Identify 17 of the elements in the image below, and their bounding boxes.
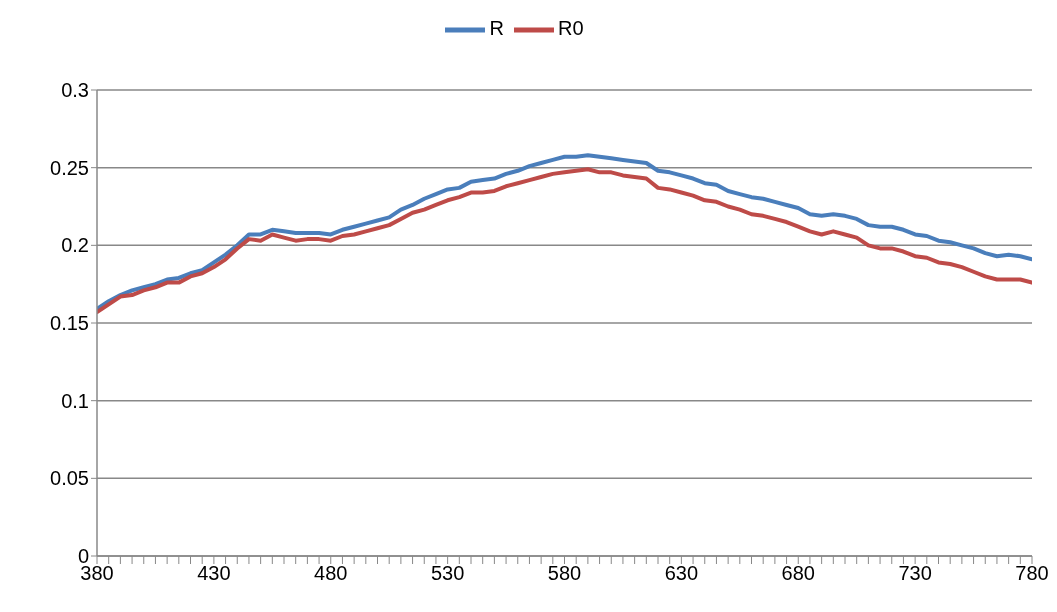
y-tick-label: 0.3 [61, 79, 89, 102]
x-tick-label: 780 [1015, 562, 1049, 585]
y-tick-label: 0.1 [61, 389, 89, 412]
x-tick-label: 730 [898, 562, 932, 585]
x-tick-label: 680 [781, 562, 815, 585]
x-tick-label: 480 [314, 562, 348, 585]
y-tick-label: 0.05 [50, 467, 89, 490]
y-tick-label: 0.15 [50, 312, 89, 335]
y-tick-label: 0.25 [50, 156, 89, 179]
legend-label: R0 [557, 17, 584, 40]
x-tick-label: 580 [547, 562, 582, 585]
y-tick-label: 0.2 [61, 234, 89, 257]
x-tick-label: 630 [664, 562, 699, 585]
x-tick-label: 430 [197, 562, 231, 585]
x-tick-label: 530 [430, 562, 465, 585]
legend-label: R [489, 17, 504, 40]
x-tick-label: 380 [80, 562, 114, 585]
